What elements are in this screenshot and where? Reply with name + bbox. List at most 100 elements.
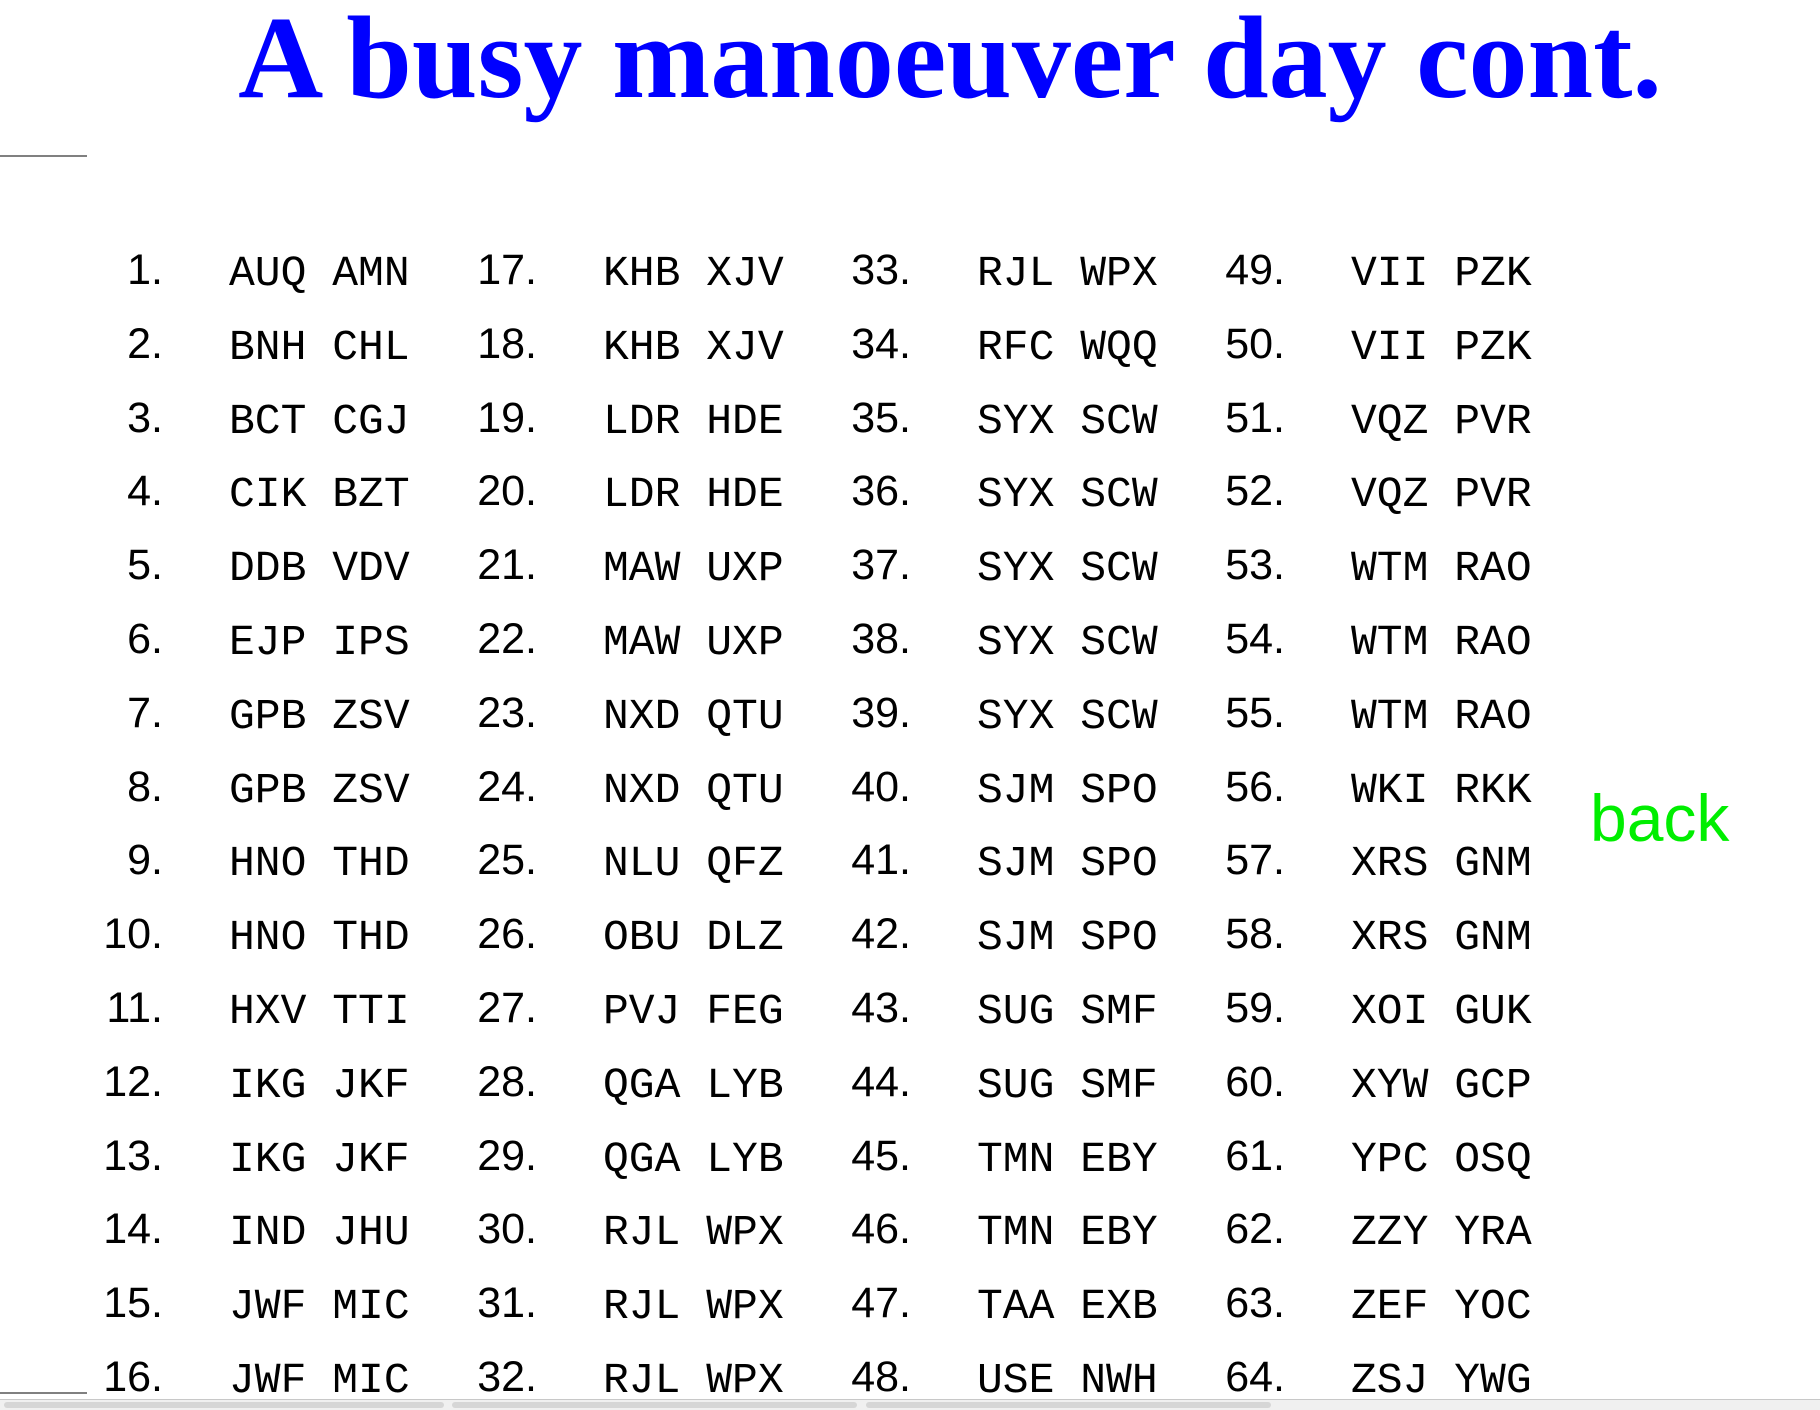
entry-number: 26. <box>477 910 537 958</box>
entry-code: SUG SMF <box>977 1061 1158 1110</box>
entry-number: 32. <box>477 1353 537 1401</box>
scrollbar-segment[interactable] <box>866 1402 1271 1408</box>
entry-number: 42. <box>851 910 911 958</box>
entry-code: TAA EXB <box>977 1282 1158 1331</box>
entry-number: 51. <box>1225 394 1285 442</box>
entry-code: LDR HDE <box>603 470 784 519</box>
entry-code: VQZ PVR <box>1351 397 1532 446</box>
entry-number: 28. <box>477 1058 537 1106</box>
entry-code: BCT CGJ <box>229 397 410 446</box>
entry-number: 41. <box>851 836 911 884</box>
entry-number: 56. <box>1225 763 1285 811</box>
entry-code: JWF MIC <box>229 1282 410 1331</box>
entry-number: 46. <box>851 1205 911 1253</box>
entry-code: NXD QTU <box>603 766 784 815</box>
entry-number: 31. <box>477 1279 537 1327</box>
entry-number: 11. <box>106 984 163 1032</box>
entry-number: 21. <box>477 541 537 589</box>
entry-number: 10. <box>103 910 163 958</box>
entry-number: 58. <box>1225 910 1285 958</box>
entry-code: SUG SMF <box>977 987 1158 1036</box>
page-title: A busy manoeuver day cont. <box>238 0 1662 123</box>
entry-number: 2. <box>127 320 163 368</box>
entry-code: WKI RKK <box>1351 766 1532 815</box>
entry-code: SJM SPO <box>977 913 1158 962</box>
entry-code: QGA LYB <box>603 1135 784 1184</box>
entry-code: CIK BZT <box>229 470 410 519</box>
entry-number: 27. <box>477 984 537 1032</box>
entry-number: 7. <box>127 689 163 737</box>
entry-code: IKG JKF <box>229 1135 410 1184</box>
entry-code: SYX SCW <box>977 397 1158 446</box>
entry-code: RJL WPX <box>603 1282 784 1331</box>
horizontal-scrollbar[interactable] <box>0 1399 1820 1410</box>
entry-code: SJM SPO <box>977 839 1158 888</box>
entry-code: ZEF YOC <box>1351 1282 1532 1331</box>
entry-number: 30. <box>477 1205 537 1253</box>
entry-number: 55. <box>1225 689 1285 737</box>
entry-number: 15. <box>103 1279 163 1327</box>
entry-code: JWF MIC <box>229 1356 410 1405</box>
entry-number: 61. <box>1225 1132 1285 1180</box>
entry-code: HNO THD <box>229 839 410 888</box>
entry-code: QGA LYB <box>603 1061 784 1110</box>
entry-number: 52. <box>1225 467 1285 515</box>
entry-code: LDR HDE <box>603 397 784 446</box>
entry-number: 24. <box>477 763 537 811</box>
entry-number: 5. <box>127 541 163 589</box>
entry-number: 35. <box>851 394 911 442</box>
entry-code: VII PZK <box>1351 249 1532 298</box>
entry-code: GPB ZSV <box>229 692 410 741</box>
entry-number: 22. <box>477 615 537 663</box>
horizontal-rule-bottom <box>0 1392 87 1394</box>
entry-number: 12. <box>103 1058 163 1106</box>
entry-code: ZZY YRA <box>1351 1208 1532 1257</box>
entry-number: 4. <box>127 467 163 515</box>
scrollbar-segment[interactable] <box>4 1402 444 1408</box>
entry-number: 17. <box>477 246 537 294</box>
entry-code: OBU DLZ <box>603 913 784 962</box>
entry-code: IND JHU <box>229 1208 410 1257</box>
entry-code: ZSJ YWG <box>1351 1356 1532 1405</box>
entry-code: MAW UXP <box>603 544 784 593</box>
entry-number: 6. <box>127 615 163 663</box>
entry-code: NLU QFZ <box>603 839 784 888</box>
back-link[interactable]: back <box>1590 781 1730 855</box>
entry-number: 49. <box>1225 246 1285 294</box>
entry-code: HXV TTI <box>229 987 410 1036</box>
entry-number: 62. <box>1225 1205 1285 1253</box>
entry-number: 37. <box>851 541 911 589</box>
entry-code: KHB XJV <box>603 323 784 372</box>
entry-number: 38. <box>851 615 911 663</box>
entry-number: 18. <box>477 320 537 368</box>
entry-number: 57. <box>1225 836 1285 884</box>
entry-code: VQZ PVR <box>1351 470 1532 519</box>
entry-code: SYX SCW <box>977 618 1158 667</box>
entry-number: 59. <box>1225 984 1285 1032</box>
entry-number: 25. <box>477 836 537 884</box>
entry-code: NXD QTU <box>603 692 784 741</box>
entry-number: 40. <box>851 763 911 811</box>
entry-number: 39. <box>851 689 911 737</box>
entry-code: XOI GUK <box>1351 987 1532 1036</box>
scrollbar-segment[interactable] <box>452 1402 857 1408</box>
entry-code: IKG JKF <box>229 1061 410 1110</box>
entry-number: 3. <box>127 394 163 442</box>
entry-code: MAW UXP <box>603 618 784 667</box>
entry-code: WTM RAO <box>1351 618 1532 667</box>
entry-number: 36. <box>851 467 911 515</box>
entry-code: HNO THD <box>229 913 410 962</box>
entry-number: 34. <box>851 320 911 368</box>
entry-number: 53. <box>1225 541 1285 589</box>
entry-number: 33. <box>851 246 911 294</box>
entry-number: 48. <box>851 1353 911 1401</box>
entry-number: 44. <box>851 1058 911 1106</box>
entry-number: 14. <box>103 1205 163 1253</box>
entry-number: 1. <box>127 246 163 294</box>
entry-number: 45. <box>851 1132 911 1180</box>
entry-code: WTM RAO <box>1351 692 1532 741</box>
entry-number: 60. <box>1225 1058 1285 1106</box>
entry-number: 63. <box>1225 1279 1285 1327</box>
entry-code: SJM SPO <box>977 766 1158 815</box>
entry-code: WTM RAO <box>1351 544 1532 593</box>
